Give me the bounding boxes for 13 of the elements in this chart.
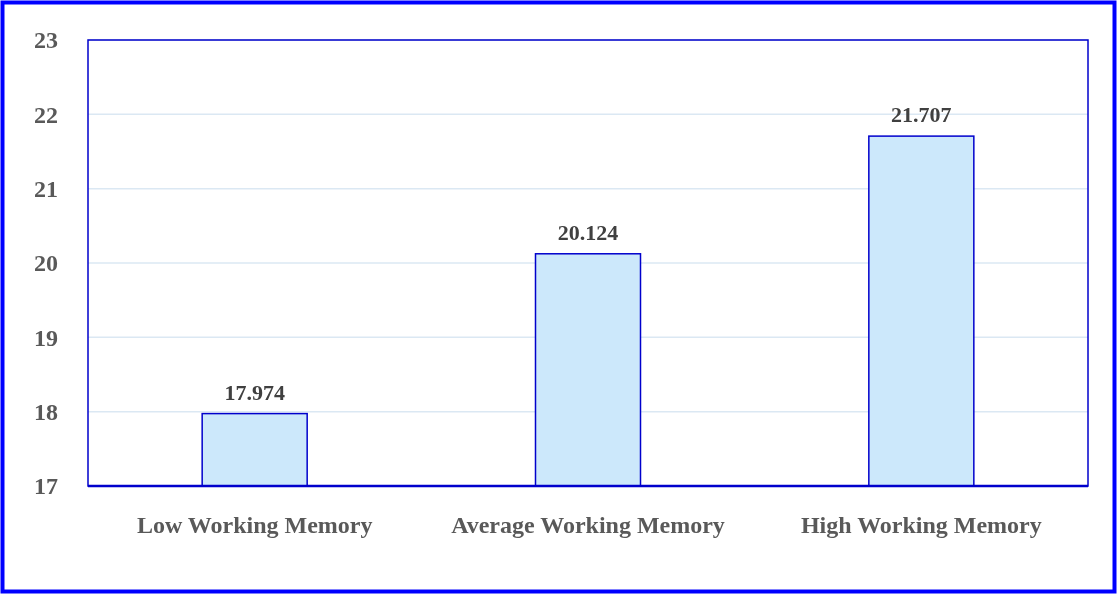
data-label: 20.124 [557, 219, 619, 245]
x-tick-label: High Working Memory [800, 512, 1042, 538]
y-tick-label: 19 [34, 324, 58, 351]
y-tick-label: 20 [34, 250, 58, 277]
x-tick-label: Average Working Memory [451, 512, 725, 538]
y-tick-label: 22 [34, 101, 58, 128]
y-tick-label: 21 [34, 176, 58, 203]
data-label: 21.707 [891, 102, 952, 128]
y-tick-label: 17 [34, 473, 58, 500]
data-label: 17.974 [224, 379, 285, 405]
y-tick-label: 18 [34, 399, 58, 426]
x-tick-label: Low Working Memory [136, 512, 373, 538]
y-tick-label: 23 [34, 27, 58, 54]
